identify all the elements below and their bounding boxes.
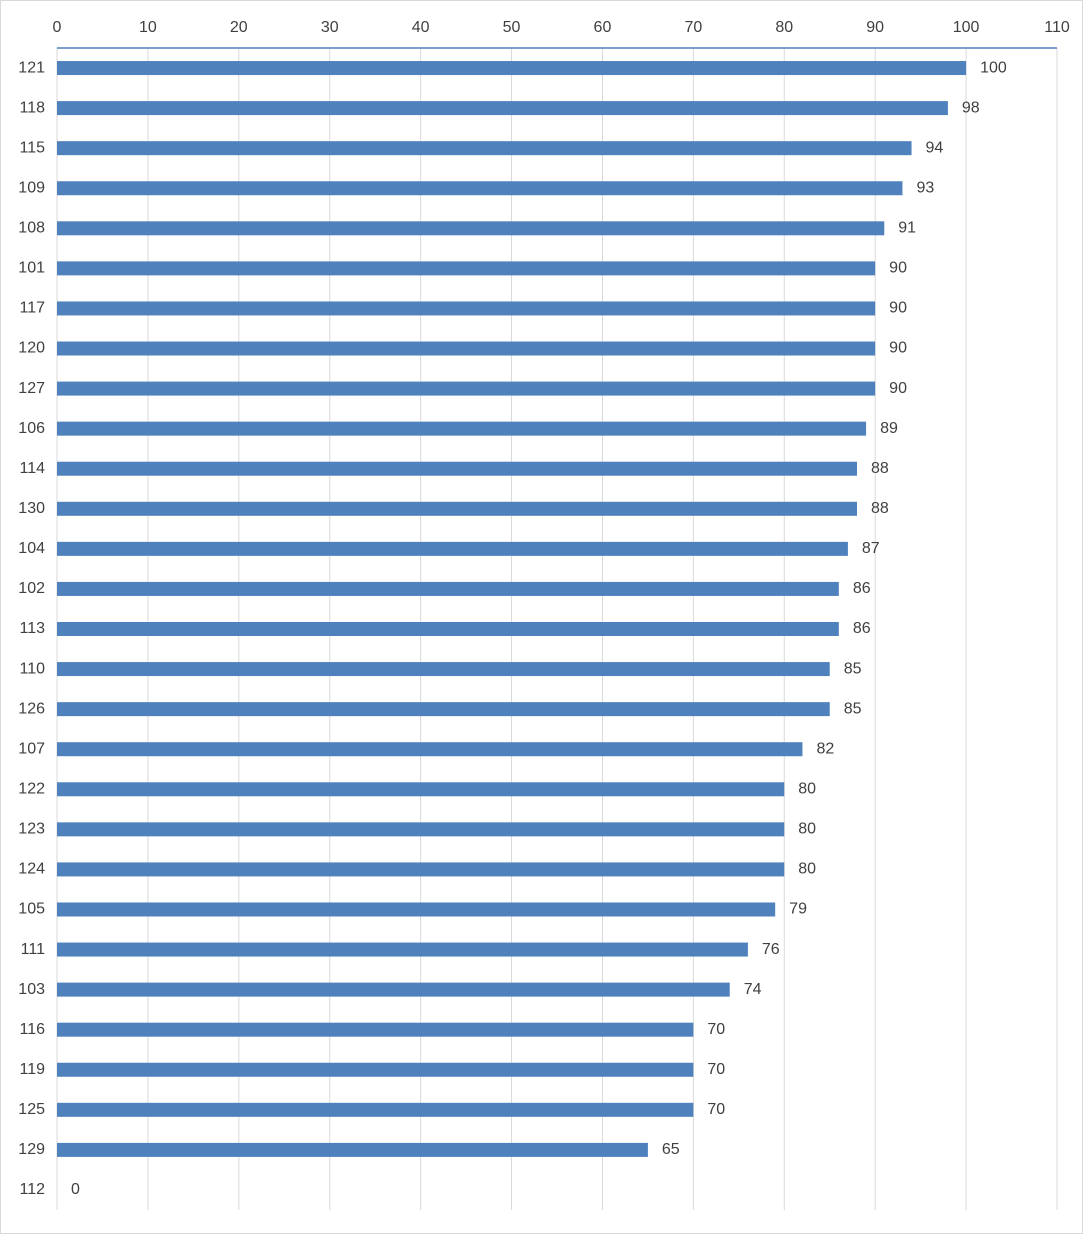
data-label: 94 [926, 139, 944, 156]
data-label: 80 [798, 861, 816, 878]
data-label: 76 [762, 941, 780, 958]
bar [57, 261, 876, 276]
bar [57, 742, 803, 757]
y-tick-label: 117 [19, 300, 45, 317]
bar [57, 581, 839, 596]
bar [57, 622, 839, 636]
data-label: 90 [889, 340, 907, 357]
bar [57, 822, 785, 837]
y-tick-label: 113 [19, 620, 45, 637]
data-label: 82 [816, 740, 834, 757]
bar [57, 181, 903, 196]
bar [57, 101, 948, 116]
bar [57, 301, 876, 316]
data-label: 100 [980, 59, 1007, 76]
y-tick-label: 112 [19, 1181, 45, 1198]
bar [57, 1102, 694, 1117]
data-label: 91 [898, 220, 916, 237]
x-tick-label: 80 [775, 19, 793, 36]
data-label: 87 [862, 540, 880, 557]
x-tick-label: 60 [594, 19, 612, 36]
x-tick-label: 100 [953, 19, 980, 36]
y-tick-label: 108 [18, 220, 45, 237]
x-tick-label: 40 [412, 19, 430, 36]
data-label: 70 [707, 1021, 725, 1038]
y-tick-label: 103 [18, 981, 45, 998]
data-label: 98 [962, 99, 980, 116]
x-tick-label: 70 [684, 19, 702, 36]
data-label: 79 [789, 901, 807, 918]
bar [57, 381, 876, 396]
bar [57, 1062, 694, 1077]
y-tick-label: 102 [18, 580, 45, 597]
bar [57, 1022, 694, 1037]
bar [57, 541, 848, 556]
data-label: 88 [871, 500, 889, 517]
y-tick-label: 126 [18, 700, 45, 717]
x-tick-label: 10 [139, 19, 157, 36]
bar [57, 782, 785, 797]
bar [57, 61, 967, 76]
x-tick-label: 110 [1044, 19, 1070, 36]
bar [57, 1142, 648, 1157]
data-label: 70 [707, 1101, 725, 1118]
y-tick-label: 115 [19, 139, 45, 156]
y-tick-label: 123 [18, 821, 45, 838]
x-tick-label: 30 [321, 19, 339, 36]
data-label: 85 [844, 660, 862, 677]
bar [57, 982, 730, 997]
data-label: 89 [880, 420, 898, 437]
y-tick-label: 114 [19, 460, 45, 477]
y-tick-label: 107 [18, 740, 45, 757]
bar [57, 461, 857, 476]
y-tick-label: 130 [18, 500, 45, 517]
data-label: 86 [853, 620, 871, 637]
y-tick-label: 121 [18, 59, 45, 76]
data-label: 0 [71, 1181, 80, 1198]
bar [57, 501, 857, 516]
bar [57, 862, 785, 877]
y-tick-label: 125 [18, 1101, 45, 1118]
y-tick-label: 109 [18, 179, 45, 196]
data-label: 80 [798, 780, 816, 797]
bar [57, 221, 885, 236]
bar [57, 421, 867, 436]
bar [57, 902, 776, 917]
y-tick-label: 104 [18, 540, 45, 557]
y-tick-label: 122 [18, 780, 45, 797]
y-tick-label: 119 [19, 1061, 45, 1078]
data-label: 86 [853, 580, 871, 597]
y-tick-label: 110 [19, 660, 45, 677]
x-tick-label: 0 [53, 19, 62, 36]
data-label: 65 [662, 1141, 680, 1158]
y-tick-label: 118 [19, 99, 45, 116]
data-label: 90 [889, 380, 907, 397]
y-tick-label: 106 [18, 420, 45, 437]
bar [57, 341, 876, 356]
y-tick-label: 127 [18, 380, 45, 397]
data-label: 70 [707, 1061, 725, 1078]
y-tick-label: 101 [18, 260, 45, 277]
y-tick-label: 120 [18, 340, 45, 357]
data-label: 90 [889, 260, 907, 277]
data-label: 88 [871, 460, 889, 477]
bar [57, 662, 830, 677]
y-tick-label: 111 [21, 941, 45, 958]
bar [57, 942, 748, 957]
bar [57, 702, 830, 717]
data-label: 74 [744, 981, 762, 998]
y-tick-label: 105 [18, 901, 45, 918]
data-label: 80 [798, 821, 816, 838]
y-tick-label: 124 [18, 861, 45, 878]
data-label: 90 [889, 300, 907, 317]
x-tick-label: 50 [503, 19, 521, 36]
x-tick-label: 20 [230, 19, 248, 36]
y-tick-label: 129 [18, 1141, 45, 1158]
data-label: 93 [916, 179, 934, 196]
data-label: 85 [844, 700, 862, 717]
x-tick-label: 90 [866, 19, 884, 36]
y-tick-label: 116 [19, 1021, 45, 1038]
bar [57, 141, 912, 156]
